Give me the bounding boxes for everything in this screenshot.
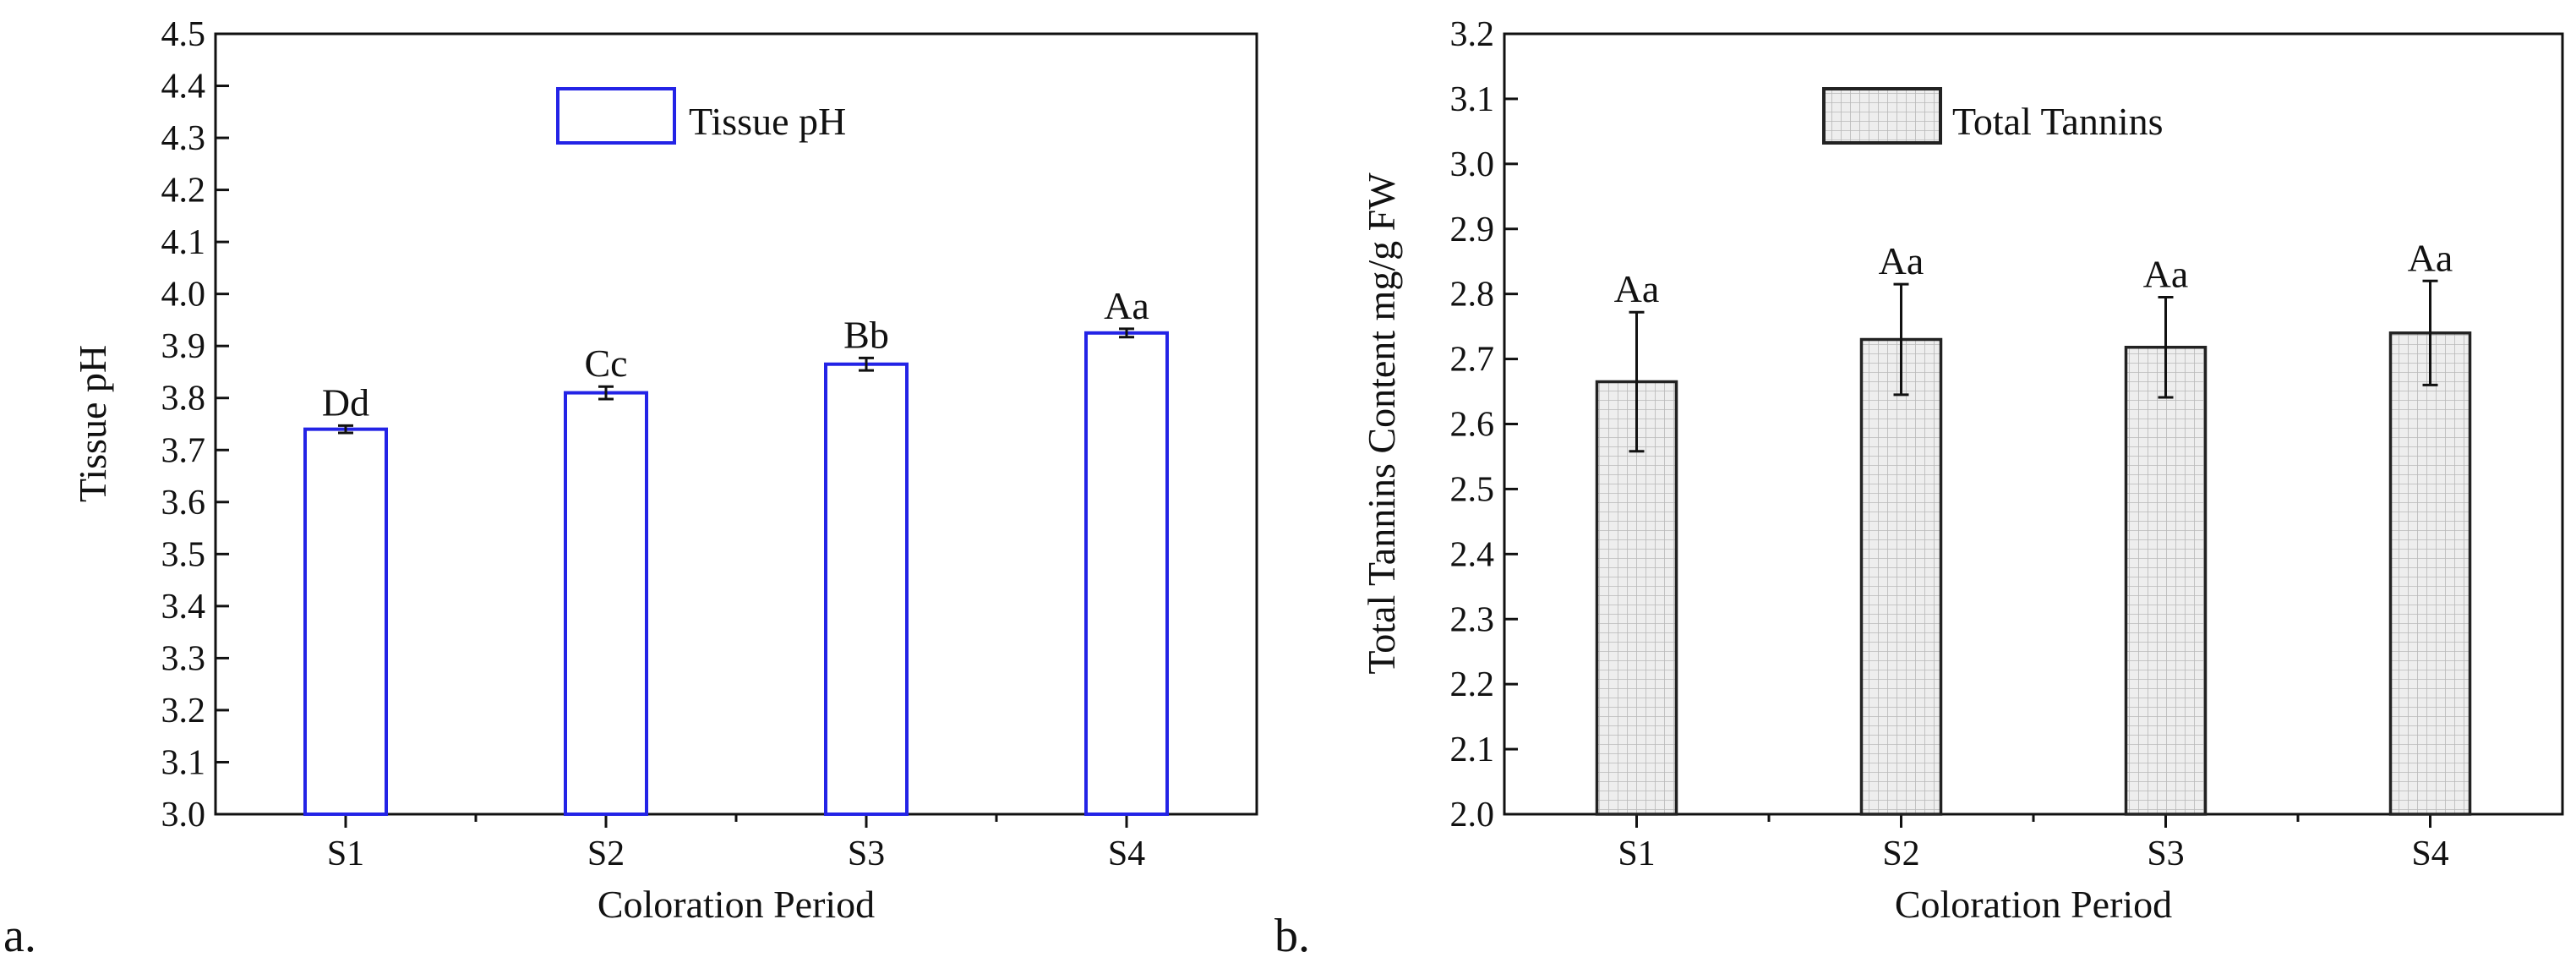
panel-a-y-tick-label: 3.1 [161, 743, 206, 782]
panel-a-y-tick-label: 3.2 [161, 692, 206, 730]
panel-b-letter: b. [1274, 910, 1310, 962]
panel-b-y-axis: 2.0 2.1 2.2 2.3 2.4 2.5 2.6 2.7 2.8 2.9 3.0 3.1 3.2 [1450, 15, 1518, 834]
panel-a-y-tick-label: 3.0 [161, 796, 206, 834]
panel-b-y-tick-label: 3.2 [1450, 15, 1495, 54]
panel-b-y-tick-label: 3.1 [1450, 80, 1495, 119]
panel-b-x-tick-label: S1 [1618, 834, 1655, 873]
panel-a-y-axis-title: Tissue pH [71, 345, 114, 502]
panel-b-y-tick-label: 2.5 [1450, 470, 1495, 509]
panel-a-x-axis: S1 S2 S3 S4 [327, 814, 1145, 873]
panel-a-x-tick-label: S4 [1108, 834, 1145, 873]
panel-a-bar-s4 [1084, 331, 1169, 817]
panel-a-significance-label: Bb [843, 313, 889, 356]
panel-b-significance-label: Aa [2143, 253, 2189, 296]
panel-a-bars: Dd Cc Bb Aa [303, 284, 1169, 817]
panel-b-x-axis-title: Coloration Period [1895, 883, 2172, 926]
panel-a-x-tick-label: S3 [848, 834, 885, 873]
panel-a-x-axis-title: Coloration Period [598, 883, 875, 926]
panel-b-legend: Total Tannins [1822, 87, 2164, 145]
panel-a-y-tick-label: 4.0 [161, 276, 206, 315]
panel-a-legend: Tissue pH [556, 87, 846, 145]
panel-b-y-tick-label: 2.8 [1450, 276, 1495, 315]
panel-a-y-tick-label: 3.8 [161, 380, 206, 419]
panel-a-significance-label: Aa [1104, 284, 1149, 327]
panel-a-bar-s3 [824, 362, 909, 816]
panel-b-y-tick-label: 2.4 [1450, 535, 1495, 574]
panel-a-y-tick-label: 3.6 [161, 484, 206, 523]
panel-b-bar-s1 [1595, 380, 1678, 816]
panel-b-bar-s2 [1859, 337, 1943, 816]
panel-a-x-tick-label: S2 [587, 834, 625, 873]
panel-a-tissue-ph-chart: 3.0 3.1 3.2 3.3 3.4 3.5 3.6 3.7 3.8 3.9 4.0 4.1 4.2 4… [3, 15, 1258, 962]
panel-b-significance-label: Aa [2408, 236, 2453, 279]
panel-b-x-axis: S1 S2 S3 S4 [1618, 814, 2449, 873]
panel-b-y-tick-label: 2.3 [1450, 600, 1495, 639]
panel-a-x-tick-label: S1 [327, 834, 364, 873]
panel-b-y-axis-title: Total Tannins Content mg/g FW [1360, 172, 1403, 675]
panel-a-legend-swatch [556, 87, 676, 145]
panel-b-y-tick-label: 3.0 [1450, 145, 1495, 184]
panel-a-significance-label: Cc [584, 342, 627, 385]
panel-b-y-tick-label: 2.9 [1450, 211, 1495, 249]
panel-b-bars: Aa Aa Aa Aa [1595, 236, 2472, 816]
panel-a-y-tick-label: 4.4 [161, 68, 206, 107]
panel-b-bar-s4 [2388, 331, 2472, 816]
panel-b-legend-swatch [1822, 87, 1942, 145]
panel-a-significance-label: Dd [322, 380, 369, 424]
panel-b-y-tick-label: 2.1 [1450, 730, 1495, 769]
panel-a-y-axis: 3.0 3.1 3.2 3.3 3.4 3.5 3.6 3.7 3.8 3.9 4.0 4.1 4.2 4… [161, 15, 229, 834]
panel-b-x-tick-label: S4 [2411, 834, 2448, 873]
panel-b-x-tick-label: S2 [1882, 834, 1919, 873]
panel-a-y-tick-label: 4.2 [161, 172, 206, 211]
panel-a-y-tick-label: 3.4 [161, 588, 206, 626]
panel-a-y-tick-label: 4.5 [161, 15, 206, 54]
panel-a-bar-s1 [303, 427, 388, 816]
panel-b-total-tannins-chart: 2.02.12.22.32.42.52.62.72.82.93.03.13.2 … [1274, 15, 2564, 962]
panel-a-legend-label: Tissue pH [689, 100, 846, 143]
panel-b-y-tick-label: 2.0 [1450, 796, 1495, 834]
panel-a-y-tick-label: 4.1 [161, 223, 206, 262]
panel-b-y-tick-label: 2.6 [1450, 406, 1495, 445]
panel-a-y-tick-label: 3.9 [161, 327, 206, 366]
panel-b-significance-label: Aa [1879, 239, 1924, 282]
panel-a-y-tick-label: 3.5 [161, 535, 206, 574]
panel-b-y-tick-label: 2.2 [1450, 665, 1495, 704]
panel-b-legend-label: Total Tannins [1952, 100, 2164, 143]
panel-a-y-tick-label: 3.7 [161, 431, 206, 470]
panel-b-y-tick-label: 2.7 [1450, 341, 1495, 380]
panel-a-bar-s2 [564, 391, 648, 816]
panel-b-x-tick-label: S3 [2147, 834, 2184, 873]
panel-a-letter: a. [3, 910, 36, 962]
panel-b-significance-label: Aa [1614, 267, 1660, 310]
panel-a-y-tick-label: 3.3 [161, 639, 206, 678]
panel-a-y-tick-label: 4.3 [161, 119, 206, 158]
panel-b-bar-s3 [2124, 345, 2208, 816]
